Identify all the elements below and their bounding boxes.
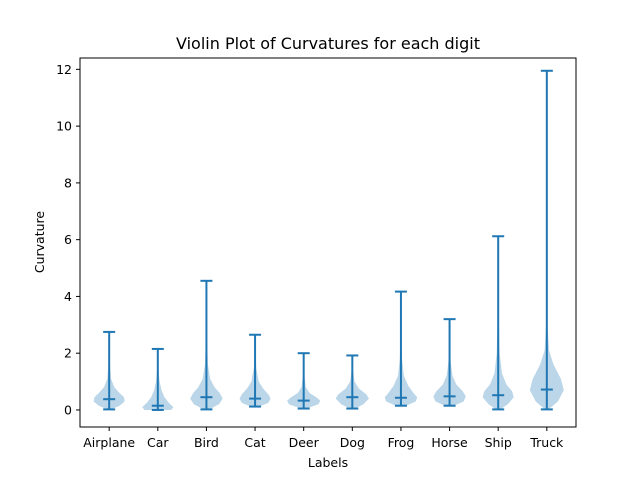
y-tick-label: 4	[64, 289, 72, 304]
violin-car	[142, 347, 174, 411]
violin-truck	[529, 69, 564, 411]
violin-bird	[190, 279, 223, 411]
y-tick-label: 2	[64, 346, 72, 361]
x-tick-label-car: Car	[147, 435, 169, 450]
x-tick-label-cat: Cat	[244, 435, 265, 450]
violin-dog	[335, 354, 369, 410]
x-tick-label-airplane: Airplane	[83, 435, 135, 450]
y-tick-label: 12	[56, 62, 72, 77]
violin-layer	[93, 69, 564, 411]
x-tick-label-deer: Deer	[289, 435, 320, 450]
x-axis-ticks: Airplane Car Bird Cat Deer Dog Frog Horse Ship Tr…	[83, 427, 564, 450]
violin-ship	[482, 235, 514, 411]
plot-area	[80, 58, 576, 427]
y-tick-label: 8	[64, 175, 72, 190]
violin-deer	[287, 352, 321, 410]
x-tick-label-horse: Horse	[431, 435, 468, 450]
x-tick-label-frog: Frog	[388, 435, 415, 450]
y-axis-label: Curvature	[32, 211, 47, 274]
violin-cat	[239, 333, 271, 408]
x-tick-label-dog: Dog	[340, 435, 365, 450]
y-tick-label: 6	[64, 232, 72, 247]
x-tick-label-ship: Ship	[485, 435, 512, 450]
chart-title: Violin Plot of Curvatures for each digit	[176, 34, 480, 53]
y-tick-label: 10	[56, 119, 72, 134]
y-tick-label: 0	[64, 402, 72, 417]
violin-horse	[433, 318, 466, 407]
x-axis-label: Labels	[308, 455, 348, 470]
x-tick-label-truck: Truck	[529, 435, 564, 450]
violin-airplane	[93, 330, 125, 411]
axes-frame	[79, 57, 577, 428]
y-axis-ticks: 0 2 4 6 8 10 12	[56, 62, 80, 417]
x-tick-label-bird: Bird	[194, 435, 219, 450]
violin-frog	[384, 290, 418, 407]
